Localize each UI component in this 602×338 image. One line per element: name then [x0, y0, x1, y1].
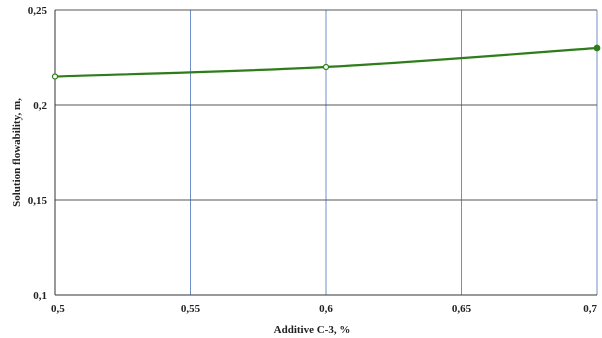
x-tick-labels: 0,5 0,55 0,6 0,65 0,7: [51, 303, 598, 315]
x-tick-label-2: 0,6: [319, 303, 333, 315]
y-tick-label-3: 0,25: [28, 5, 48, 17]
grid: [54, 9, 598, 296]
x-tick-label-1: 0,55: [181, 303, 201, 315]
data-point-0-1: [322, 63, 330, 71]
y-tick-labels: 0,1 0,15 0,2 0,25: [28, 5, 48, 302]
data-point-0-0: [51, 73, 59, 80]
series: [51, 44, 601, 80]
x-tick-label-3: 0,65: [452, 303, 472, 315]
y-tick-label-1: 0,15: [28, 195, 48, 207]
x-tick-label-4: 0,7: [583, 303, 597, 315]
data-point-0-2: [593, 44, 601, 52]
y-axis-title: Solution flowability, m,: [11, 98, 23, 207]
x-axis-title: Additive C-3, %: [274, 324, 351, 336]
x-tick-label-0: 0,5: [51, 303, 65, 315]
axes: [54, 10, 597, 296]
y-tick-label-2: 0,2: [33, 100, 47, 112]
y-tick-label-0: 0,1: [33, 290, 47, 302]
